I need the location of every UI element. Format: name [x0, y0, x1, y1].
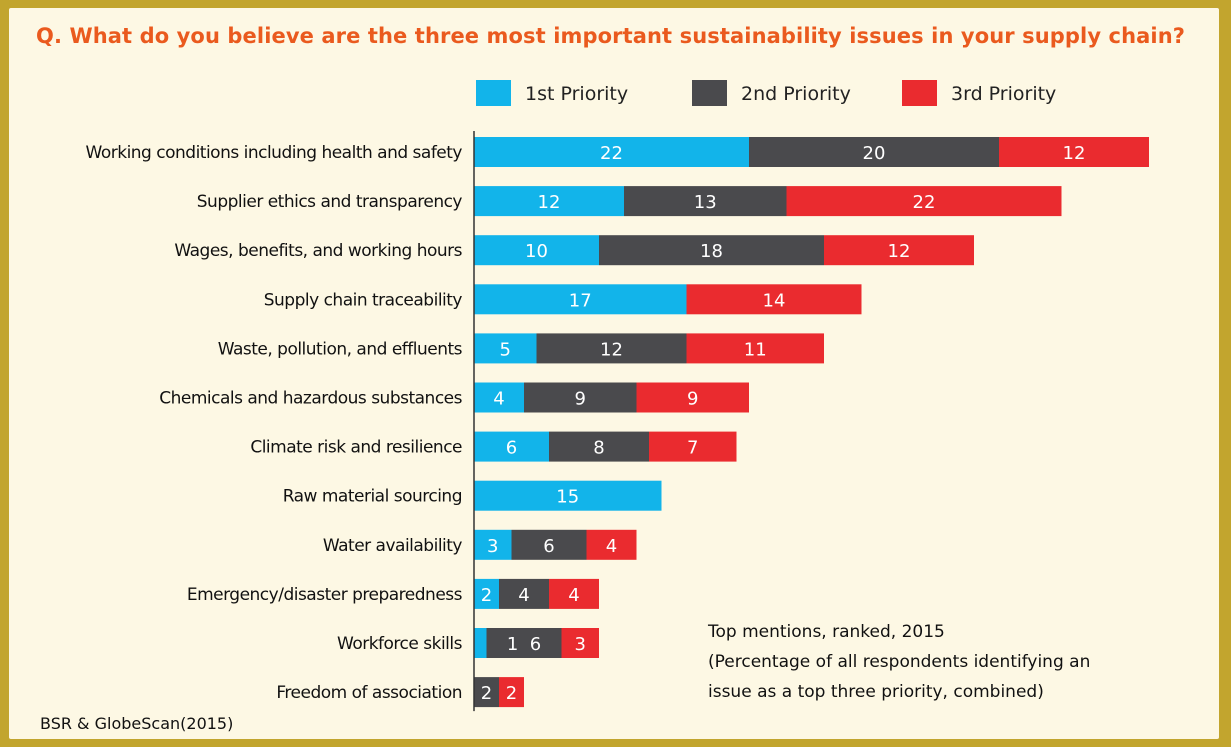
bar-segment-3 — [549, 578, 599, 609]
category-label: Chemicals and hazardous substances — [159, 389, 462, 409]
legend-label-3: 3rd Priority — [951, 83, 1056, 105]
bar-segment-3 — [561, 628, 599, 658]
bar-value-label: 12 — [888, 241, 911, 262]
category-label: Emergency/disaster preparedness — [187, 585, 463, 605]
question-title: Q. What do you believe are the three mos… — [36, 24, 1186, 48]
bar-segment-3 — [824, 235, 974, 266]
bar-segment-3 — [636, 382, 749, 413]
category-label: Workforce skills — [337, 634, 463, 654]
bar-value-label: 4 — [518, 585, 529, 606]
bar-segment-1 — [474, 628, 487, 658]
bar-value-label: 11 — [744, 339, 767, 360]
bar-segment-2 — [749, 137, 999, 167]
bar-segment-1 — [474, 284, 687, 315]
bar-segment-2 — [486, 628, 562, 658]
bar-segment-1 — [474, 186, 624, 217]
category-label: Supplier ethics and transparency — [197, 192, 463, 212]
category-label: Freedom of association — [276, 683, 462, 703]
bar-value-label: 9 — [575, 389, 586, 410]
bar-value-label: 12 — [538, 192, 561, 213]
bar-segment-3 — [686, 333, 824, 364]
bar-value-label: 2 — [481, 683, 492, 704]
bar-value-label: 2 — [506, 683, 517, 704]
note-line-1: Top mentions, ranked, 2015 — [708, 622, 945, 642]
bar-value-label: 2 — [481, 585, 492, 606]
bar-value-label: 1 6 — [507, 634, 541, 655]
bar-segment-2 — [536, 333, 687, 364]
bar-value-label: 12 — [600, 339, 623, 360]
category-label: Water availability — [323, 536, 463, 556]
category-label: Wages, benefits, and working hours — [174, 241, 462, 261]
category-label: Working conditions including health and … — [86, 143, 463, 163]
category-label: Climate risk and resilience — [250, 438, 462, 458]
bar-segment-3 — [499, 677, 524, 708]
note-line-2: (Percentage of all respondents identifyi… — [708, 652, 1091, 672]
bar-value-label: 22 — [600, 143, 623, 164]
legend-swatch-3 — [902, 80, 937, 106]
bar-segment-3 — [686, 284, 862, 315]
bar-value-label: 13 — [694, 192, 717, 213]
bar-segment-3 — [586, 529, 637, 560]
category-label: Raw material sourcing — [283, 487, 462, 507]
bar-value-label: 6 — [543, 536, 554, 557]
bar-segment-2 — [524, 382, 637, 413]
bar-segment-2 — [499, 578, 549, 609]
bar-value-label: 14 — [763, 290, 786, 311]
bar-value-label: 4 — [568, 585, 579, 606]
category-label: Supply chain traceability — [264, 290, 463, 310]
legend-swatch-1 — [476, 80, 511, 106]
bar-segment-1 — [474, 431, 549, 462]
bar-value-label: 22 — [913, 192, 936, 213]
bar-value-label: 10 — [525, 241, 548, 262]
bar-value-label: 4 — [606, 536, 617, 557]
bar-value-label: 3 — [575, 634, 586, 655]
bar-segment-3 — [649, 431, 737, 462]
bar-segment-2 — [511, 529, 587, 560]
bar-value-label: 7 — [687, 438, 698, 459]
bar-segment-2 — [624, 186, 787, 217]
bar-value-label: 20 — [863, 143, 886, 164]
bar-segment-2 — [599, 235, 824, 266]
bar-value-label: 4 — [493, 389, 504, 410]
bar-value-label: 18 — [700, 241, 723, 262]
category-label: Waste, pollution, and effluents — [218, 339, 463, 359]
bar-value-label: 9 — [687, 389, 698, 410]
bar-segment-1 — [474, 578, 499, 609]
chart-note: Top mentions, ranked, 2015 (Percentage o… — [708, 617, 1090, 707]
bar-value-label: 8 — [593, 438, 604, 459]
legend-label-1: 1st Priority — [525, 83, 628, 105]
bar-segment-2 — [474, 677, 499, 708]
bar-segment-3 — [786, 186, 1062, 217]
bar-value-label: 17 — [569, 290, 592, 311]
legend: 1st Priority 2nd Priority 3rd Priority — [476, 80, 1056, 106]
bar-value-label: 15 — [556, 487, 579, 508]
category-labels: Working conditions including health and … — [86, 143, 464, 703]
bar-segment-1 — [474, 235, 599, 266]
bar-segment-1 — [474, 382, 524, 413]
bar-value-label: 6 — [506, 438, 517, 459]
chart-panel — [9, 8, 1219, 739]
note-line-3: issue as a top three priority, combined) — [708, 682, 1044, 702]
bar-segment-1 — [474, 480, 662, 511]
bar-segment-1 — [474, 333, 537, 364]
bar-value-label: 3 — [487, 536, 498, 557]
bar-segment-2 — [549, 431, 649, 462]
bar-segment-1 — [474, 529, 512, 560]
legend-swatch-2 — [692, 80, 727, 106]
bar-segment-1 — [474, 137, 749, 167]
bar-value-label: 5 — [500, 339, 511, 360]
legend-label-2: 2nd Priority — [741, 83, 851, 105]
source-credit: BSR & GlobeScan(2015) — [40, 714, 234, 733]
bar-segment-3 — [999, 137, 1149, 167]
bar-value-label: 12 — [1063, 143, 1086, 164]
